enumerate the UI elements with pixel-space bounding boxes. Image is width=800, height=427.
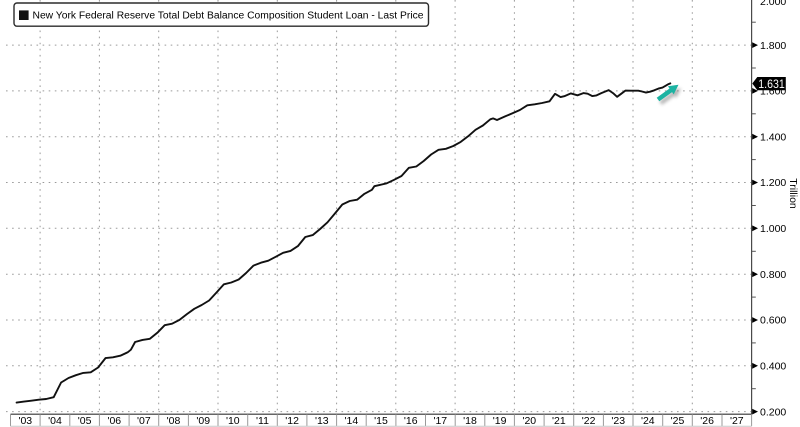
svg-text:2.000: 2.000 <box>760 0 786 8</box>
svg-text:'17: '17 <box>433 415 447 427</box>
svg-text:'09: '09 <box>196 415 210 427</box>
svg-text:'22: '22 <box>582 415 596 427</box>
svg-text:1.631: 1.631 <box>758 79 785 91</box>
svg-text:'19: '19 <box>493 415 507 427</box>
svg-text:1.400: 1.400 <box>760 131 786 143</box>
svg-text:0.800: 0.800 <box>760 269 786 281</box>
svg-text:'06: '06 <box>107 415 121 427</box>
svg-text:'14: '14 <box>345 415 359 427</box>
svg-text:0.600: 0.600 <box>760 315 786 327</box>
svg-text:1.000: 1.000 <box>760 223 786 235</box>
svg-text:'26: '26 <box>700 415 714 427</box>
svg-text:'11: '11 <box>256 415 269 427</box>
svg-text:'27: '27 <box>730 415 744 427</box>
svg-text:'16: '16 <box>404 415 418 427</box>
svg-text:1.800: 1.800 <box>760 40 786 52</box>
svg-text:'04: '04 <box>48 415 62 427</box>
svg-text:'07: '07 <box>137 415 151 427</box>
svg-text:'03: '03 <box>18 415 32 427</box>
svg-text:'18: '18 <box>463 415 477 427</box>
svg-text:'23: '23 <box>611 415 625 427</box>
svg-text:'24: '24 <box>641 415 655 427</box>
svg-text:Trillion: Trillion <box>787 178 799 209</box>
svg-text:'25: '25 <box>671 415 685 427</box>
svg-text:0.400: 0.400 <box>760 361 786 373</box>
svg-text:0.200: 0.200 <box>760 406 786 418</box>
svg-text:'13: '13 <box>315 415 329 427</box>
svg-text:'05: '05 <box>78 415 92 427</box>
svg-text:'15: '15 <box>374 415 388 427</box>
svg-text:'20: '20 <box>522 415 536 427</box>
svg-text:'12: '12 <box>285 415 299 427</box>
svg-text:'21: '21 <box>552 415 566 427</box>
svg-text:'10: '10 <box>226 415 240 427</box>
svg-text:New York Federal Reserve Total: New York Federal Reserve Total Debt Bala… <box>33 11 424 22</box>
svg-text:1.200: 1.200 <box>760 177 786 189</box>
svg-text:'08: '08 <box>167 415 181 427</box>
